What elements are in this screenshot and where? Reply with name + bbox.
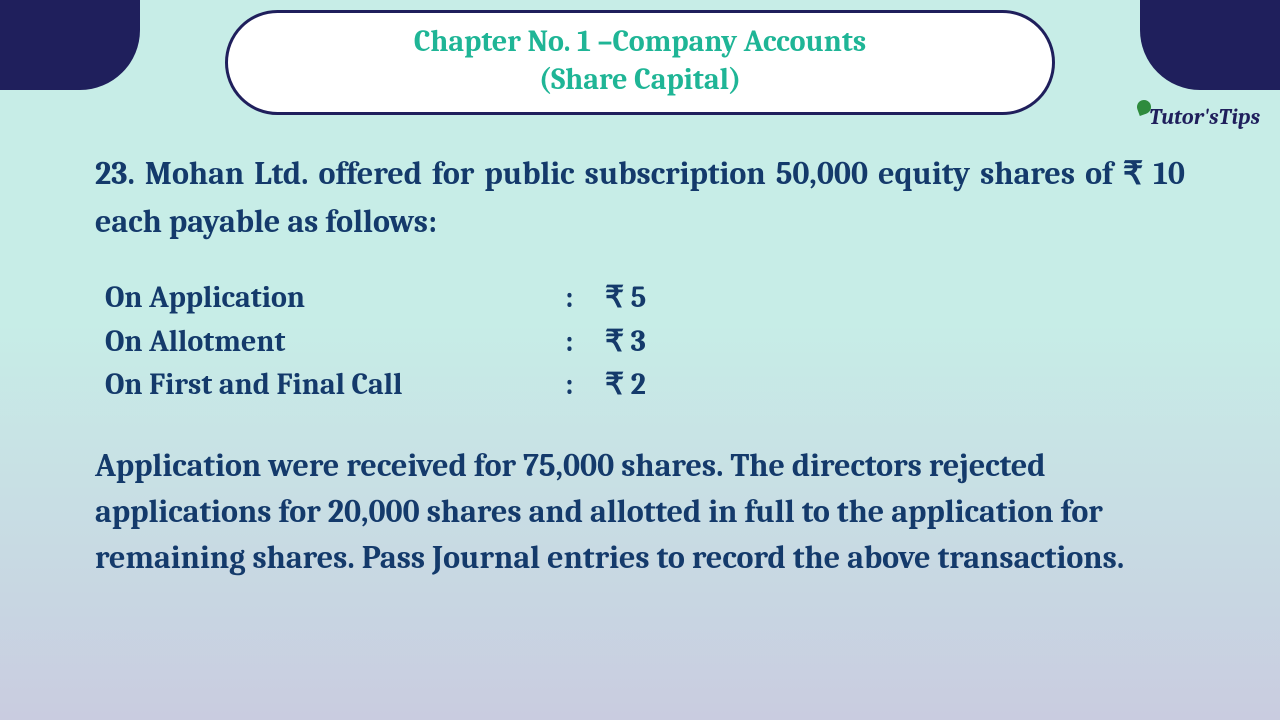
payment-row: On First and Final Call : ₹ 2 — [105, 363, 1185, 407]
payment-row: On Application : ₹ 5 — [105, 276, 1185, 320]
brand-logo: Tutor'sTips — [1137, 104, 1260, 130]
payment-colon: : — [565, 276, 605, 320]
chapter-title-line2: (Share Capital) — [268, 61, 1012, 99]
chapter-title-pill: Chapter No. 1 –Company Accounts (Share C… — [225, 10, 1055, 115]
payment-label: On Application — [105, 276, 565, 320]
question-body: Application were received for 75,000 sha… — [95, 443, 1185, 582]
question-content: 23. Mohan Ltd. offered for public subscr… — [95, 150, 1185, 582]
payment-label: On First and Final Call — [105, 363, 565, 407]
corner-top-left — [0, 0, 140, 90]
payment-schedule: On Application : ₹ 5 On Allotment : ₹ 3 … — [105, 276, 1185, 407]
payment-amount: ₹ 3 — [605, 320, 646, 364]
payment-amount: ₹ 5 — [605, 276, 646, 320]
payment-amount: ₹ 2 — [605, 363, 646, 407]
logo-part2: Tips — [1219, 104, 1260, 130]
corner-top-right — [1140, 0, 1280, 90]
question-intro: 23. Mohan Ltd. offered for public subscr… — [95, 150, 1185, 246]
chapter-title-line1: Chapter No. 1 –Company Accounts — [268, 23, 1012, 61]
payment-colon: : — [565, 363, 605, 407]
logo-part1: Tutor's — [1149, 104, 1218, 130]
payment-label: On Allotment — [105, 320, 565, 364]
payment-row: On Allotment : ₹ 3 — [105, 320, 1185, 364]
payment-colon: : — [565, 320, 605, 364]
